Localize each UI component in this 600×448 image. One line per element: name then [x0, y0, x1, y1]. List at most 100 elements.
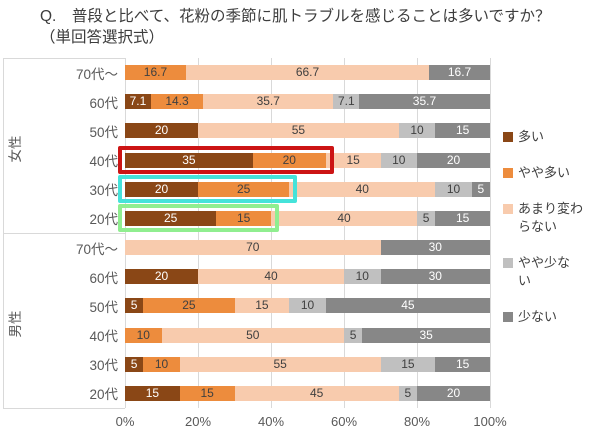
bar-segment-やや多い: 25 — [198, 181, 290, 197]
bar-segment-やや少ない: 5 — [344, 327, 363, 343]
category-label-female-50代: 50代 — [89, 124, 118, 140]
axis-frame-top-line — [3, 58, 125, 59]
bar-value-label: 35 — [419, 327, 433, 342]
bar-value-label: 35.7 — [256, 94, 280, 109]
bar-row-female-70代～: 16.7 66.7 16.7 — [125, 65, 490, 81]
bar-segment-あまり変わらない: 45 — [234, 385, 399, 401]
bar-value-label: 15 — [455, 210, 470, 225]
legend-swatch-あまり変わらない — [503, 204, 513, 214]
bar-segment-やや多い: 10 — [125, 327, 162, 343]
bar-segment-あまり変わらない: 40 — [271, 210, 417, 226]
bar-value-label: 15 — [346, 152, 360, 167]
bar-value-label: 5 — [130, 356, 138, 371]
bar-segment-少ない: 15 — [435, 123, 490, 139]
bar-value-label: 5 — [422, 210, 430, 225]
bar-row-male-30代: 5 10 55 15 15 — [125, 356, 490, 372]
bar-segment-あまり変わらない: 40 — [198, 269, 344, 285]
x-tick-label-0%: 0% — [115, 414, 135, 429]
x-tick-label-40%: 40% — [257, 414, 285, 429]
bar-row-male-20代: 15 15 45 5 20 — [125, 385, 490, 401]
bar-segment-やや少ない: 10 — [344, 269, 381, 285]
gridline-0% — [124, 58, 126, 408]
legend-item-あまり変わらない: あまり変わ らない — [503, 200, 599, 236]
bar-value-label: 10 — [392, 152, 406, 167]
bar-segment-やや多い: 15 — [216, 210, 271, 226]
bar-value-label: 66.7 — [295, 65, 320, 80]
bar-segment-やや多い: 20 — [252, 152, 326, 168]
bar-segment-多い: 35 — [125, 152, 253, 168]
bar-value-label: 20 — [282, 152, 296, 167]
bar-segment-あまり変わらない: 70 — [125, 240, 381, 256]
legend-label-line: 少ない — [518, 309, 558, 324]
bar-row-female-30代: 20 25 40 10 5 — [125, 181, 490, 197]
bar-value-label: 70 — [246, 240, 260, 255]
bar-value-label: 45 — [309, 385, 324, 400]
x-axis: 0% 20% 40% 60% 80% 100% — [116, 414, 507, 434]
bar-segment-やや少ない: 7.1 — [333, 94, 360, 110]
bar-value-label: 10 — [410, 123, 424, 138]
legend-label-line: 多い — [518, 129, 545, 144]
group-label-male: 男性 — [8, 310, 23, 338]
bar-segment-少ない: 20 — [417, 385, 490, 401]
bar-value-label: 50 — [246, 327, 260, 342]
bar-segment-少ない: 30 — [380, 240, 490, 256]
legend-label-あまり変わらない: あまり変わ らない — [518, 200, 583, 236]
bar-value-label: 20 — [446, 385, 461, 400]
bar-segment-あまり変わらない: 15 — [234, 298, 290, 314]
bar-segment-やや少ない: 10 — [380, 152, 417, 168]
category-label-female-20代: 20代 — [89, 212, 118, 228]
legend-swatch-やや少ない — [503, 258, 513, 268]
bar-value-label: 16.7 — [447, 65, 472, 80]
bar-segment-やや少ない: 5 — [417, 210, 436, 226]
bar-value-label: 40 — [355, 181, 369, 196]
bar-segment-少ない: 15 — [435, 210, 490, 226]
gridline-80% — [416, 58, 418, 408]
bar-segment-やや多い: 10 — [143, 356, 180, 372]
legend-swatch-やや多い — [503, 168, 513, 178]
gridline-20% — [197, 58, 199, 408]
bar-value-label: 45 — [401, 298, 415, 313]
bar-segment-多い: 15 — [125, 385, 180, 401]
bar-value-label: 5 — [477, 181, 485, 196]
bar-value-label: 5 — [130, 298, 138, 313]
category-label-male-20代: 20代 — [89, 387, 118, 403]
bar-value-label: 10 — [154, 356, 169, 371]
category-label-male-70代～: 70代～ — [75, 241, 118, 257]
legend-swatch-多い — [503, 132, 513, 142]
bar-segment-少ない: 5 — [471, 181, 490, 197]
bar-value-label: 25 — [163, 210, 178, 225]
bar-row-female-40代: 35 20 15 10 20 — [125, 152, 490, 168]
x-tick-label-20%: 20% — [184, 414, 212, 429]
category-label-male-60代: 60代 — [89, 270, 118, 286]
bar-segment-やや少ない: 5 — [398, 385, 417, 401]
category-label-female-60代: 60代 — [89, 95, 118, 111]
bar-value-label: 20 — [154, 181, 169, 196]
bar-value-label: 30 — [428, 269, 442, 284]
bar-segment-多い: 5 — [125, 298, 144, 314]
bar-segment-少ない: 20 — [417, 152, 490, 168]
legend-item-やや多い: やや多い — [503, 164, 599, 182]
bar-value-label: 10 — [355, 269, 369, 284]
legend-item-やや少ない: やや少ない — [503, 254, 599, 290]
bar-value-label: 55 — [291, 123, 306, 138]
bar-segment-やや多い: 16.7 — [125, 65, 186, 81]
bar-segment-少ない: 16.7 — [429, 65, 490, 81]
bar-value-label: 15 — [455, 123, 470, 138]
bar-value-label: 40 — [264, 269, 278, 284]
bar-segment-やや少ない: 10 — [435, 181, 472, 197]
bar-value-label: 35.7 — [412, 94, 437, 109]
bar-segment-少ない: 30 — [380, 269, 490, 285]
chart-title-line1: Q. 普段と比べて、花粉の季節に肌トラブルを感じることは多いですか？ — [40, 8, 551, 25]
bar-segment-多い: 20 — [125, 181, 198, 197]
bar-segment-少ない: 15 — [435, 356, 490, 372]
bar-value-label: 55 — [273, 356, 287, 371]
axis-frame-bottom-line — [3, 408, 125, 409]
legend-swatch-少ない — [503, 312, 513, 322]
gridline-100% — [489, 58, 491, 408]
bar-segment-やや多い: 15 — [179, 385, 235, 401]
bar-value-label: 15 — [401, 356, 415, 371]
bar-segment-やや多い: 25 — [143, 298, 235, 314]
bar-value-label: 25 — [182, 298, 196, 313]
bar-segment-あまり変わらない: 66.7 — [185, 65, 430, 81]
legend-label-line: やや多い — [518, 165, 571, 180]
